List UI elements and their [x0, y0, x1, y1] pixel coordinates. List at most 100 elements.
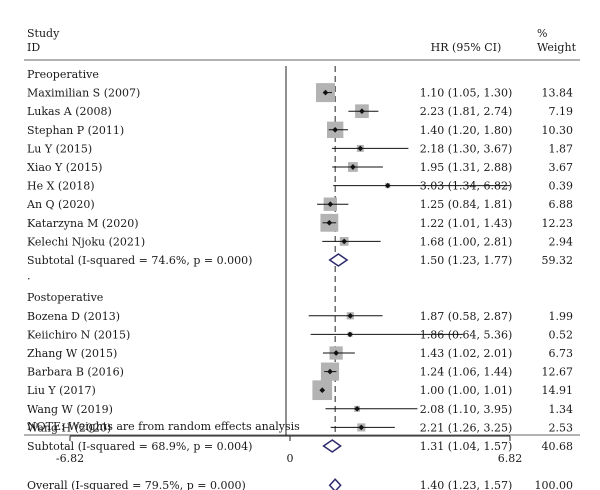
study-label: An Q (2020)	[26, 198, 95, 211]
weight-value: 13.84	[542, 87, 574, 100]
study-label: Wang H (2020)	[27, 421, 111, 434]
subtotal-row-label: Subtotal (I-squared = 68.9%, p = 0.004)	[27, 440, 252, 453]
header-study: Study	[27, 27, 60, 40]
study-label: Katarzyna M (2020)	[27, 217, 139, 230]
subtotal-row: Subtotal (I-squared = 74.6%, p = 0.000) 1…	[27, 253, 573, 267]
study-rows: Preoperative Maximilian S (2007) 1.10 (1.0…	[26, 68, 573, 490]
pooled-diamond	[328, 253, 349, 267]
point-estimate	[326, 219, 333, 226]
spacer-dot: .	[27, 270, 31, 283]
study-label: Bozena D (2013)	[27, 310, 120, 323]
x-tick-label: -6.82	[56, 452, 84, 465]
study-row: Maximilian S (2007) 1.10 (1.05, 1.30) 13.8…	[27, 83, 574, 103]
subtotal-row: Subtotal (I-squared = 68.9%, p = 0.004) 1…	[27, 439, 574, 453]
weight-value: 12.23	[542, 217, 574, 230]
point-estimate	[341, 238, 348, 245]
point-estimate	[350, 164, 356, 170]
point-estimate	[358, 424, 365, 431]
study-label: Lukas A (2008)	[27, 105, 112, 118]
hr-ci-value: 1.40 (1.23, 1.57)	[420, 479, 513, 490]
study-row: Lu Y (2015) 2.18 (1.30, 3.67) 1.87	[27, 142, 573, 155]
study-row: Xiao Y (2015) 1.95 (1.31, 2.88) 3.67	[27, 161, 573, 174]
point-estimate	[359, 108, 365, 115]
weight-value: 6.73	[549, 347, 574, 360]
study-label: Kelechi Njoku (2021)	[27, 235, 145, 248]
header-percent: %	[537, 27, 547, 40]
pooled-diamond	[328, 478, 342, 490]
study-row: Barbara B (2016) 1.24 (1.06, 1.44) 12.67	[27, 362, 574, 381]
point-estimate	[354, 405, 360, 412]
study-row: Stephan P (2011) 1.40 (1.20, 1.80) 10.30	[27, 121, 574, 138]
hr-ci-value: 1.10 (1.05, 1.30)	[420, 87, 513, 100]
study-row: An Q (2020) 1.25 (0.84, 1.81) 6.88	[26, 197, 574, 211]
group-heading: Preoperative	[27, 68, 99, 81]
footnote: NOTE: Weights are from random effects an…	[27, 420, 300, 433]
weight-value: 1.99	[549, 310, 574, 323]
weight-value: 0.52	[549, 328, 574, 341]
study-row: Zhang W (2015) 1.43 (1.02, 2.01) 6.73	[27, 346, 573, 360]
hr-ci-value: 1.50 (1.23, 1.77)	[420, 254, 513, 267]
weight-value: 0.39	[549, 180, 574, 193]
weight-value: 1.87	[549, 142, 574, 155]
hr-ci-value: 1.40 (1.20, 1.80)	[420, 124, 513, 137]
weight-value: 14.91	[542, 384, 574, 397]
hr-ci-value: 1.95 (1.31, 2.88)	[420, 161, 513, 174]
hr-ci-value: 1.43 (1.02, 2.01)	[420, 347, 513, 360]
group-heading: Postoperative	[27, 291, 103, 304]
study-row: He X (2018) 3.03 (1.34, 6.82) 0.39	[27, 180, 573, 193]
study-row: Bozena D (2013) 1.87 (0.58, 2.87) 1.99	[27, 310, 573, 323]
study-label: Zhang W (2015)	[27, 347, 117, 360]
hr-ci-value: 1.87 (0.58, 2.87)	[420, 310, 513, 323]
overall-row-label: Overall (I-squared = 79.5%, p = 0.000)	[27, 479, 246, 490]
study-row: Liu Y (2017) 1.00 (1.00, 1.01) 14.91	[27, 380, 574, 401]
study-row: Katarzyna M (2020) 1.22 (1.01, 1.43) 12.23	[27, 213, 574, 232]
hr-ci-value: 1.31 (1.04, 1.57)	[420, 440, 513, 453]
x-tick-label: 6.82	[498, 452, 523, 465]
header-id: ID	[27, 41, 40, 54]
hr-ci-value: 1.68 (1.00, 2.81)	[420, 235, 513, 248]
hr-ci-value: 1.00 (1.00, 1.01)	[420, 384, 513, 397]
column-headers: Study ID HR (95% CI) % Weight	[27, 27, 577, 54]
weight-value: 100.00	[535, 479, 574, 490]
hr-ci-value: 2.23 (1.81, 2.74)	[420, 105, 513, 118]
study-label: Maximilian S (2007)	[27, 87, 140, 100]
header-weight: Weight	[537, 41, 577, 54]
study-row: Lukas A (2008) 2.23 (1.81, 2.74) 7.19	[27, 104, 573, 118]
x-tick-label: 0	[287, 452, 294, 465]
weight-value: 2.94	[549, 235, 574, 248]
weight-value: 12.67	[542, 366, 574, 379]
overall-row: Overall (I-squared = 79.5%, p = 0.000) 1.…	[27, 478, 574, 490]
point-estimate	[384, 182, 391, 189]
study-label: Lu Y (2015)	[27, 142, 92, 155]
pooled-diamond	[322, 439, 342, 453]
study-label: Barbara B (2016)	[27, 366, 124, 379]
study-row: Wang H (2020) 2.21 (1.26, 3.25) 2.53	[27, 421, 573, 434]
point-estimate	[347, 331, 353, 338]
weight-value: 6.88	[549, 198, 574, 211]
point-estimate	[332, 126, 338, 133]
point-estimate	[327, 368, 333, 375]
point-estimate	[357, 145, 364, 152]
study-label: Keiichiro N (2015)	[27, 328, 130, 341]
weight-value: 10.30	[542, 124, 574, 137]
study-row: Wang W (2019) 2.08 (1.10, 3.95) 1.34	[27, 403, 573, 416]
study-label: He X (2018)	[27, 180, 95, 193]
header-hr: HR (95% CI)	[431, 41, 502, 54]
hr-ci-value: 2.08 (1.10, 3.95)	[420, 403, 513, 416]
weight-value: 40.68	[542, 440, 574, 453]
study-label: Xiao Y (2015)	[27, 161, 102, 174]
point-estimate	[333, 350, 339, 356]
hr-ci-value: 2.21 (1.26, 3.25)	[420, 421, 513, 434]
point-estimate	[322, 89, 329, 96]
x-axis-ticks: -6.82 0 6.82	[56, 436, 522, 465]
point-estimate	[319, 387, 326, 394]
study-label: Wang W (2019)	[27, 403, 113, 416]
weight-value: 7.19	[549, 105, 574, 118]
weight-value: 3.67	[549, 161, 574, 174]
hr-ci-value: 1.86 (0.64, 5.36)	[420, 328, 513, 341]
hr-ci-value: 1.22 (1.01, 1.43)	[420, 217, 513, 230]
point-estimate	[347, 312, 354, 319]
study-label: Stephan P (2011)	[27, 124, 124, 137]
hr-ci-value: 1.24 (1.06, 1.44)	[420, 366, 513, 379]
